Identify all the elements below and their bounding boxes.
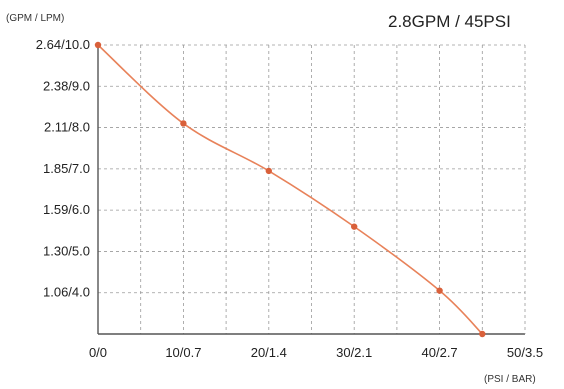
y-tick-label: 1.30/5.0 [43,243,90,258]
series-group [94,41,486,338]
y-tick-label: 1.85/7.0 [43,161,90,176]
x-tick-label: 10/0.7 [165,345,201,360]
grid [98,45,525,334]
y-tick-label: 1.59/6.0 [43,202,90,217]
data-point [479,330,486,338]
data-point [351,223,358,230]
y-tick-labels: 2.64/10.0 2.38/9.0 2.11/8.0 1.85/7.0 1.59/6.… [36,37,90,300]
y-tick-label: 2.38/9.0 [43,78,90,93]
x-tick-labels: 0/0 10/0.7 20/1.4 30/2.1 40/2.7 50/3.5 [89,345,543,360]
x-tick-label: 40/2.7 [422,345,458,360]
x-axis-unit-label: (PSI / BAR) [484,374,536,385]
x-tick-label: 0/0 [89,345,107,360]
data-point [180,120,187,127]
x-tick-label: 20/1.4 [251,345,287,360]
chart-title: 2.8GPM / 45PSI [388,12,511,31]
y-tick-label: 2.11/8.0 [44,120,90,135]
plot-frame [97,44,526,335]
data-point [436,287,443,294]
data-point [94,41,102,49]
data-point [265,167,272,175]
x-tick-label: 50/3.5 [507,345,543,360]
y-tick-label: 1.06/4.0 [43,285,90,300]
y-tick-label: 2.64/10.0 [36,37,90,52]
y-axis-unit-label: (GPM / LPM) [6,13,64,24]
x-tick-label: 30/2.1 [336,345,372,360]
series-line [97,44,483,335]
